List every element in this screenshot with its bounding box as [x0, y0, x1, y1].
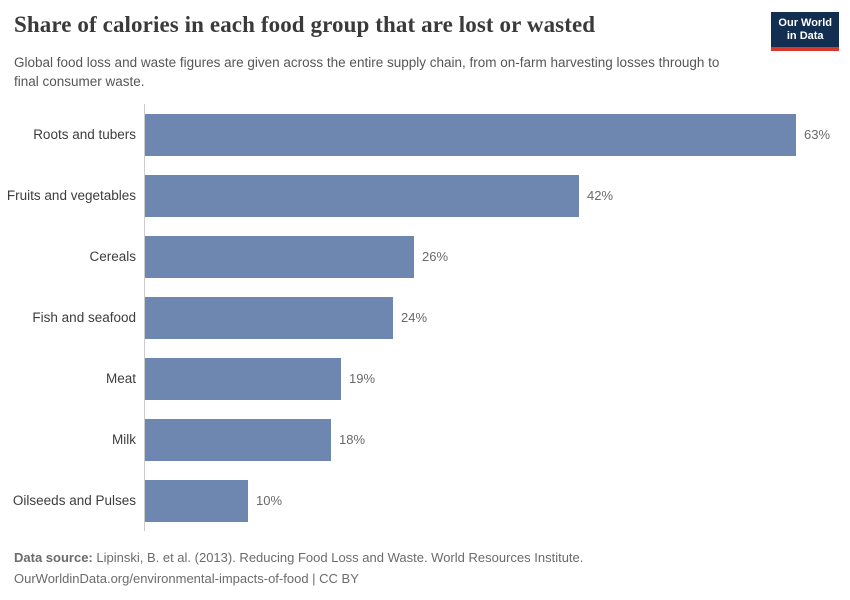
owid-logo-line1: Our World: [778, 17, 832, 29]
bar-row: Cereals 26%: [0, 226, 850, 287]
value-label: 19%: [349, 371, 376, 386]
owid-logo-line2: in Data: [786, 30, 824, 42]
bar-row: Milk 18%: [0, 409, 850, 470]
bar: [145, 174, 579, 217]
value-label: 63%: [804, 127, 831, 142]
bar-cell: 42%: [145, 174, 614, 217]
value-label: 26%: [422, 249, 449, 264]
bar-cell: 10%: [145, 479, 283, 522]
category-label: Milk: [112, 432, 136, 447]
owid-logo[interactable]: Our World in Data: [771, 12, 839, 51]
bar-chart: Roots and tubers 63% Fruits and vegetabl…: [0, 104, 850, 531]
value-label: 10%: [256, 493, 283, 508]
bar-row: Oilseeds and Pulses 10%: [0, 470, 850, 531]
bar-row: Fish and seafood 24%: [0, 287, 850, 348]
data-source-line: Data source: Lipinski, B. et al. (2013).…: [14, 547, 583, 568]
value-label: 42%: [587, 188, 614, 203]
bar-row: Roots and tubers 63%: [0, 104, 850, 165]
bar: [145, 418, 331, 461]
category-label: Roots and tubers: [33, 127, 136, 142]
page-title: Share of calories in each food group tha…: [14, 12, 596, 37]
bar: [145, 357, 341, 400]
y-axis-line: [144, 104, 145, 531]
bar-cell: 26%: [145, 235, 449, 278]
bar-cell: 19%: [145, 357, 376, 400]
chart-footer: Data source: Lipinski, B. et al. (2013).…: [14, 547, 583, 589]
bar-cell: 63%: [145, 113, 831, 156]
value-label: 18%: [339, 432, 366, 447]
value-label: 24%: [401, 310, 428, 325]
chart-subtitle: Global food loss and waste figures are g…: [14, 55, 720, 89]
bar-cell: 24%: [145, 296, 428, 339]
bar-cell: 18%: [145, 418, 366, 461]
bar: [145, 479, 248, 522]
category-label: Oilseeds and Pulses: [12, 493, 136, 508]
bar-row: Fruits and vegetables 42%: [0, 165, 850, 226]
bar-row: Meat 19%: [0, 348, 850, 409]
footer-link-line: OurWorldinData.org/environmental-impacts…: [14, 571, 359, 586]
category-label: Fruits and vegetables: [6, 188, 136, 203]
chart-rows: Roots and tubers 63% Fruits and vegetabl…: [0, 104, 850, 531]
category-label: Cereals: [89, 249, 136, 264]
bar: [145, 296, 393, 339]
bar: [145, 235, 414, 278]
data-source-text: Lipinski, B. et al. (2013). Reducing Foo…: [92, 550, 584, 565]
bar: [145, 113, 796, 156]
category-label: Meat: [105, 371, 136, 386]
category-label: Fish and seafood: [32, 310, 136, 325]
data-source-label: Data source:: [14, 550, 93, 565]
